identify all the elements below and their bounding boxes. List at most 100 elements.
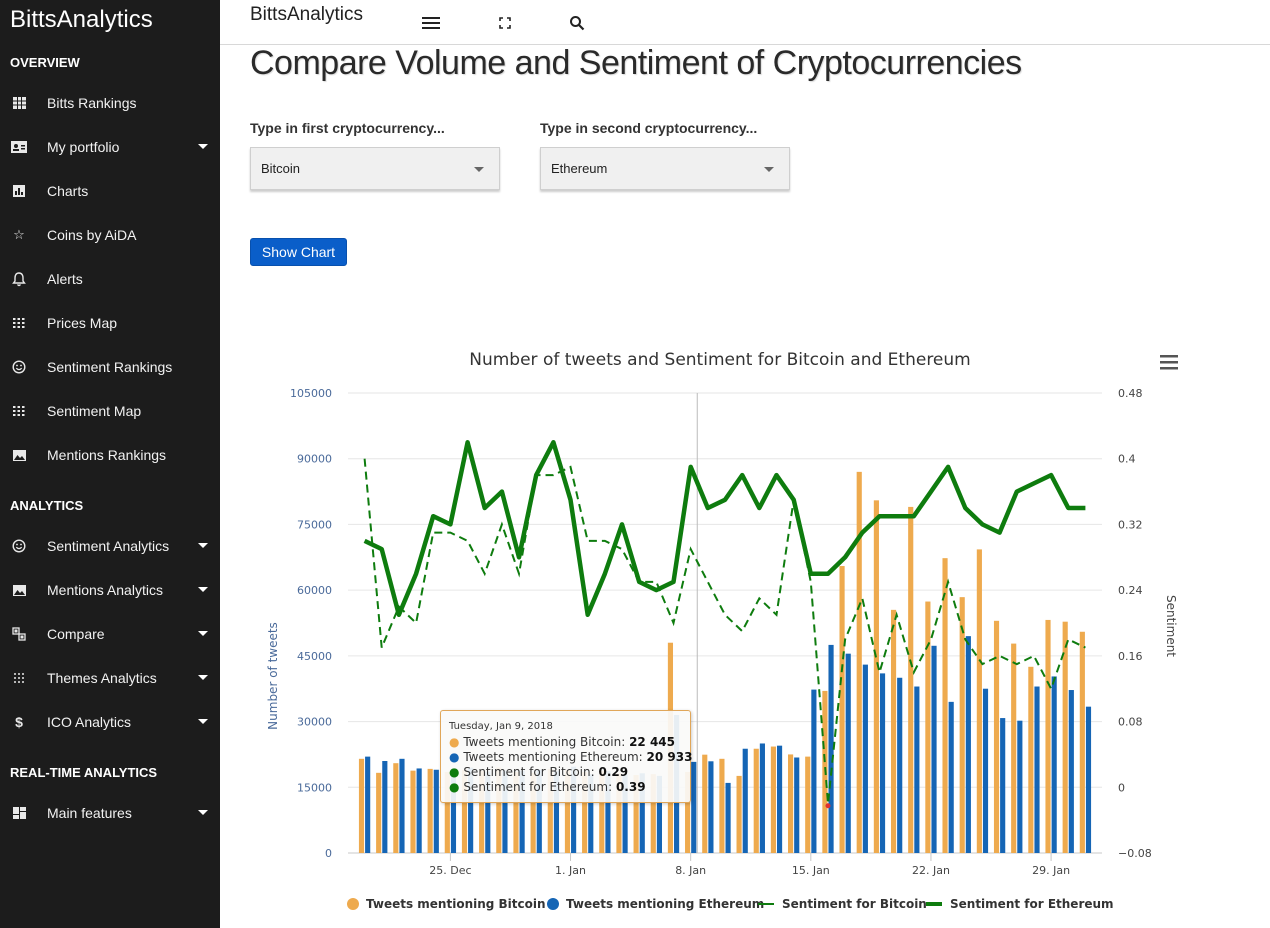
sidebar-item-ico-analytics[interactable]: $ ICO Analytics	[0, 700, 220, 744]
y-tick-label: 90000	[297, 453, 332, 466]
sidebar-item-label: Coins by AiDA	[47, 227, 137, 243]
chevron-down-icon	[198, 631, 208, 636]
bar-ethereum	[845, 653, 851, 853]
section-realtime-analytics: REAL-TIME ANALYTICS	[10, 765, 158, 780]
bar-ethereum	[828, 644, 834, 853]
chart-menu-icon[interactable]	[1160, 355, 1178, 370]
sidebar-item-label: Bitts Rankings	[47, 95, 137, 111]
bar-ethereum	[365, 756, 371, 853]
y-tick-label: 15000	[297, 781, 332, 794]
sidebar-item-prices-map[interactable]: Prices Map	[0, 301, 220, 345]
sidebar-item-sentiment-rankings[interactable]: Sentiment Rankings	[0, 345, 220, 389]
legend-label: Sentiment for Ethereum	[950, 897, 1114, 911]
y2-tick-label: 0.32	[1118, 518, 1143, 531]
bar-ethereum	[811, 689, 817, 853]
sidebar-item-label: ICO Analytics	[47, 714, 132, 730]
bar-bitcoin	[925, 601, 931, 853]
smiley-icon	[11, 360, 27, 374]
show-chart-button[interactable]: Show Chart	[250, 238, 347, 266]
sidebar-item-bitts-rankings[interactable]: Bitts Rankings	[0, 81, 220, 125]
chart-title: Number of tweets and Sentiment for Bitco…	[469, 350, 970, 370]
bar-bitcoin	[547, 768, 553, 853]
ethereum-dot-icon: ●	[449, 750, 460, 764]
bar-ethereum	[948, 701, 954, 853]
bar-bitcoin	[788, 754, 794, 853]
bar-ethereum	[1034, 686, 1040, 853]
fullscreen-icon[interactable]	[494, 12, 516, 34]
bar-ethereum	[725, 782, 731, 853]
bar-bitcoin	[702, 754, 708, 853]
first-crypto-label: Type in first cryptocurrency...	[250, 120, 445, 136]
bar-bitcoin	[993, 620, 1000, 853]
bar-ethereum	[759, 743, 765, 853]
bar-ethereum	[794, 757, 800, 853]
search-icon[interactable]	[566, 12, 588, 34]
chevron-down-icon	[198, 543, 208, 548]
y-tick-label: 60000	[297, 584, 332, 597]
sidebar-item-label: Themes Analytics	[47, 670, 157, 686]
sidebar: BittsAnalytics OVERVIEW Bitts Rankings M…	[0, 0, 220, 928]
first-crypto-select[interactable]: Bitcoin	[250, 147, 500, 190]
chevron-down-icon	[198, 587, 208, 592]
bar-bitcoin	[805, 756, 811, 853]
tooltip-row: ● Sentiment for Bitcoin: 0.29	[449, 765, 628, 779]
dots-grid-icon	[11, 318, 27, 328]
sidebar-item-mentions-analytics[interactable]: Mentions Analytics	[0, 568, 220, 612]
y-tick-label: 75000	[297, 518, 332, 531]
topbar-title[interactable]: BittsAnalytics	[250, 4, 363, 25]
bar-ethereum	[450, 771, 457, 853]
bar-bitcoin	[959, 597, 965, 853]
sidebar-item-label: Mentions Rankings	[47, 447, 167, 463]
bar-ethereum	[519, 770, 525, 853]
sidebar-item-label: Sentiment Map	[47, 403, 142, 419]
section-overview: OVERVIEW	[10, 55, 80, 70]
sidebar-item-charts[interactable]: Charts	[0, 169, 220, 213]
sidebar-item-label: Charts	[47, 183, 89, 199]
y2-tick-label: −0.08	[1118, 847, 1152, 860]
bar-ethereum	[502, 770, 508, 853]
y2-axis-label: Sentiment	[1164, 595, 1178, 657]
bar-bitcoin	[530, 772, 536, 853]
bell-icon	[11, 271, 27, 287]
sidebar-item-label: Sentiment Analytics	[47, 538, 170, 554]
image-icon	[11, 584, 27, 596]
second-crypto-select[interactable]: Ethereum	[540, 147, 790, 190]
x-tick-label: 1. Jan	[555, 864, 586, 877]
bar-ethereum	[571, 766, 577, 853]
tooltip-value: 0.39	[615, 780, 646, 794]
y2-tick-label: 0.16	[1118, 650, 1143, 663]
bar-bitcoin	[1011, 643, 1017, 853]
tooltip-label: Sentiment for Bitcoin:	[463, 765, 599, 779]
y-axis-label: Number of tweets	[266, 622, 280, 730]
sidebar-item-mentions-rankings[interactable]: Mentions Rankings	[0, 433, 220, 477]
bar-ethereum	[1068, 690, 1074, 853]
bar-ethereum	[588, 774, 594, 853]
brand-logo-text[interactable]: BittsAnalytics	[10, 6, 153, 33]
chevron-down-icon	[198, 719, 208, 724]
bar-ethereum	[656, 775, 662, 853]
bar-bitcoin	[873, 500, 879, 853]
page-title: Compare Volume and Sentiment of Cryptocu…	[250, 44, 1022, 82]
compare-icon	[11, 627, 27, 641]
menu-icon[interactable]	[420, 12, 442, 34]
x-tick-label: 25. Dec	[429, 864, 471, 877]
sidebar-item-sentiment-map[interactable]: Sentiment Map	[0, 389, 220, 433]
bar-bitcoin	[633, 775, 639, 853]
bar-ethereum	[708, 761, 714, 853]
image-icon	[11, 449, 27, 461]
sidebar-item-my-portfolio[interactable]: My portfolio	[0, 125, 220, 169]
grid-icon	[11, 97, 27, 109]
sidebar-item-compare[interactable]: Compare	[0, 612, 220, 656]
sidebar-item-themes-analytics[interactable]: Themes Analytics	[0, 656, 220, 700]
sidebar-item-main-features[interactable]: Main features	[0, 791, 220, 835]
bar-ethereum	[1085, 706, 1092, 853]
dashboard-icon	[11, 807, 27, 819]
sidebar-item-coins-by-aida[interactable]: ☆ Coins by AiDA	[0, 213, 220, 257]
sidebar-item-alerts[interactable]: Alerts	[0, 257, 220, 301]
legend-label: Tweets mentioning Bitcoin	[366, 897, 546, 911]
sidebar-item-sentiment-analytics[interactable]: Sentiment Analytics	[0, 524, 220, 568]
tweets-sentiment-chart: 0 15000 30000 45000 60000 75000 90000 105000 −0.…	[266, 350, 1178, 911]
first-crypto-value: Bitcoin	[261, 161, 301, 176]
tooltip-label: Tweets mentioning Ethereum:	[463, 750, 647, 764]
x-tick-label: 22. Jan	[912, 864, 950, 877]
